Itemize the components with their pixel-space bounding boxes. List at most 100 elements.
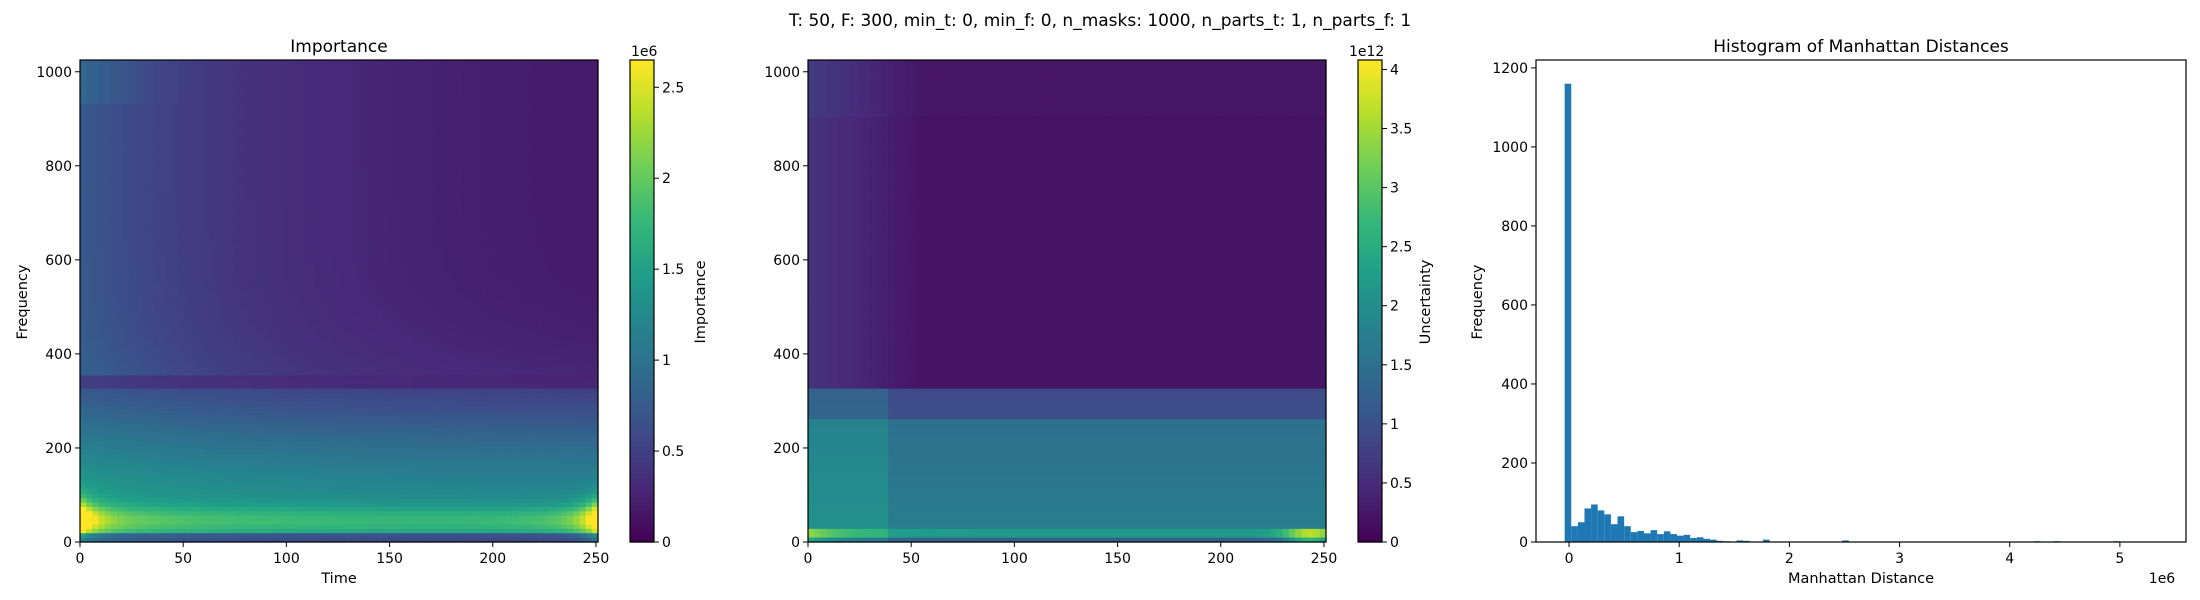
importance-colorbar-offset: 1e6 — [631, 44, 658, 60]
histogram-bar — [1624, 526, 1631, 542]
importance-colorbar-tick-label: 0 — [662, 535, 671, 551]
uncertainty-colorbar-frame — [1357, 59, 1383, 543]
histogram-title: Histogram of Manhattan Distances — [1713, 37, 2009, 57]
histogram-bar — [1604, 514, 1611, 542]
histogram-bar — [1683, 534, 1691, 542]
importance-panel: Importance 0 50 100 150 200 250 0 200 400 600 800 1… — [15, 37, 709, 587]
histogram-y-tick-label: 1000 — [1492, 140, 1528, 156]
figure-suptitle: T: 50, F: 300, min_t: 0, min_f: 0, n_mas… — [788, 11, 1411, 31]
importance-colorbar-tick-label: 1 — [662, 353, 671, 369]
importance-colorbar-tick-label: 2.5 — [662, 80, 684, 96]
importance-x-tick-label: 100 — [273, 551, 300, 567]
uncertainty-y-tick-label: 0 — [791, 535, 800, 551]
histogram-x-label: Manhattan Distance — [1788, 571, 1934, 587]
importance-y-tick-label: 800 — [45, 159, 72, 175]
uncertainty-x-tick-label: 250 — [1311, 551, 1338, 567]
histogram-bar — [1657, 534, 1664, 542]
importance-y-tick-label: 0 — [63, 535, 72, 551]
uncertainty-colorbar-tick-label: 1.5 — [1390, 358, 1412, 374]
uncertainty-x-tick-label: 0 — [804, 551, 813, 567]
histogram-y-tick-label: 600 — [1501, 298, 1528, 314]
histogram-bar — [1637, 530, 1644, 542]
uncertainty-x-tick-label: 150 — [1104, 551, 1131, 567]
importance-y-tick-label: 600 — [45, 253, 72, 269]
uncertainty-y-tick-label: 600 — [773, 253, 800, 269]
histogram-bar — [1677, 535, 1684, 542]
uncertainty-x-tick-label: 200 — [1207, 551, 1234, 567]
histogram-y-tick-label: 200 — [1501, 456, 1528, 472]
importance-colorbar-label: Importance — [693, 260, 709, 343]
importance-colorbar-tick-label: 2 — [662, 171, 671, 187]
histogram-bar — [1690, 538, 1697, 542]
histogram-bar — [1663, 531, 1671, 542]
importance-axes: 0 50 100 150 200 250 0 200 400 600 800 1000 — [36, 59, 610, 567]
histogram-x-tick-label: 0 — [1565, 551, 1574, 567]
uncertainty-colorbar-tick-label: 3 — [1390, 181, 1399, 197]
histogram-bar — [1597, 510, 1605, 542]
histogram-bar — [1577, 522, 1585, 542]
importance-x-tick-label: 150 — [376, 551, 403, 567]
uncertainty-colorbar-tick-label: 3.5 — [1390, 122, 1412, 138]
uncertainty-heatmap — [808, 60, 1327, 543]
importance-colorbar-frame — [629, 59, 655, 543]
histogram-bar — [1617, 516, 1625, 542]
uncertainty-colorbar-tick-label: 2.5 — [1390, 240, 1412, 256]
histogram-bar — [1630, 532, 1638, 542]
histogram-bar — [1762, 539, 1770, 542]
uncertainty-colorbar-tick-label: 0 — [1390, 535, 1399, 551]
histogram-bar — [1670, 534, 1678, 542]
histogram-y-tick-label: 400 — [1501, 377, 1528, 393]
uncertainty-y-tick-label: 1000 — [764, 65, 800, 81]
histogram-x-tick-label: 1 — [1675, 551, 1684, 567]
uncertainty-axes: 0 50 100 150 200 250 0 200 400 600 800 1000 — [764, 59, 1338, 567]
importance-x-tick-label: 200 — [479, 551, 506, 567]
importance-y-tick-label: 1000 — [36, 65, 72, 81]
histogram-bar — [1643, 533, 1651, 542]
importance-y-tick-label: 200 — [45, 441, 72, 457]
histogram-x-tick-label: 3 — [1895, 551, 1904, 567]
uncertainty-colorbar-tick-label: 2 — [1390, 299, 1399, 315]
histogram-x-tick-label: 2 — [1785, 551, 1794, 567]
histogram-bar — [1650, 530, 1658, 542]
uncertainty-y-tick-label: 200 — [773, 441, 800, 457]
histogram-bar — [1703, 538, 1711, 542]
histogram-bar — [1736, 540, 1744, 542]
uncertainty-y-tick-label: 800 — [773, 159, 800, 175]
histogram-y-tick-label: 1200 — [1492, 61, 1528, 77]
importance-title: Importance — [290, 37, 387, 57]
histogram-x-tick-label: 5 — [2115, 551, 2124, 567]
histogram-bar — [1571, 526, 1578, 542]
uncertainty-colorbar-tick-label: 0.5 — [1390, 476, 1412, 492]
histogram-x-offset: 1e6 — [2149, 571, 2176, 587]
uncertainty-plot-frame — [807, 59, 1327, 543]
histogram-bar — [1584, 508, 1592, 542]
histogram-plot-frame — [1535, 59, 2187, 543]
histogram-y-tick-label: 800 — [1501, 219, 1528, 235]
uncertainty-x-tick-label: 100 — [1001, 551, 1028, 567]
histogram-bars — [1564, 83, 2180, 542]
importance-x-tick-label: 50 — [174, 551, 192, 567]
importance-y-tick-label: 400 — [45, 347, 72, 363]
importance-y-label: Frequency — [15, 264, 31, 339]
importance-x-tick-label: 0 — [76, 551, 85, 567]
uncertainty-colorbar-tick-label: 4 — [1390, 62, 1399, 78]
importance-x-label: Time — [320, 571, 357, 587]
uncertainty-y-tick-label: 400 — [773, 347, 800, 363]
importance-plot-frame — [79, 59, 599, 543]
uncertainty-colorbar: 0 0.5 1 1.5 2 2.5 3 3.5 4 — [1357, 59, 1412, 551]
importance-heatmap — [80, 60, 599, 543]
histogram-panel: Histogram of Manhattan Distances 0 1 2 3 4 50… — [1470, 37, 2187, 587]
histogram-bar — [1696, 537, 1704, 542]
histogram-bar — [1610, 524, 1618, 542]
histogram-bar — [1591, 504, 1598, 542]
histogram-bar — [1710, 539, 1717, 542]
importance-colorbar: 0 0.5 1 1.5 2 2.5 — [629, 59, 684, 551]
uncertainty-panel: 0 50 100 150 200 250 0 200 400 600 800 1000 0 0.5 1 1.… — [764, 44, 1434, 567]
uncertainty-colorbar-offset: 1e12 — [1349, 44, 1384, 60]
uncertainty-x-tick-label: 50 — [902, 551, 920, 567]
uncertainty-colorbar-tick-label: 1 — [1390, 417, 1399, 433]
importance-x-tick-label: 250 — [583, 551, 610, 567]
histogram-y-tick-label: 0 — [1519, 535, 1528, 551]
uncertainty-colorbar-label: Uncertainty — [1418, 259, 1434, 344]
histogram-bar — [1564, 83, 1572, 542]
